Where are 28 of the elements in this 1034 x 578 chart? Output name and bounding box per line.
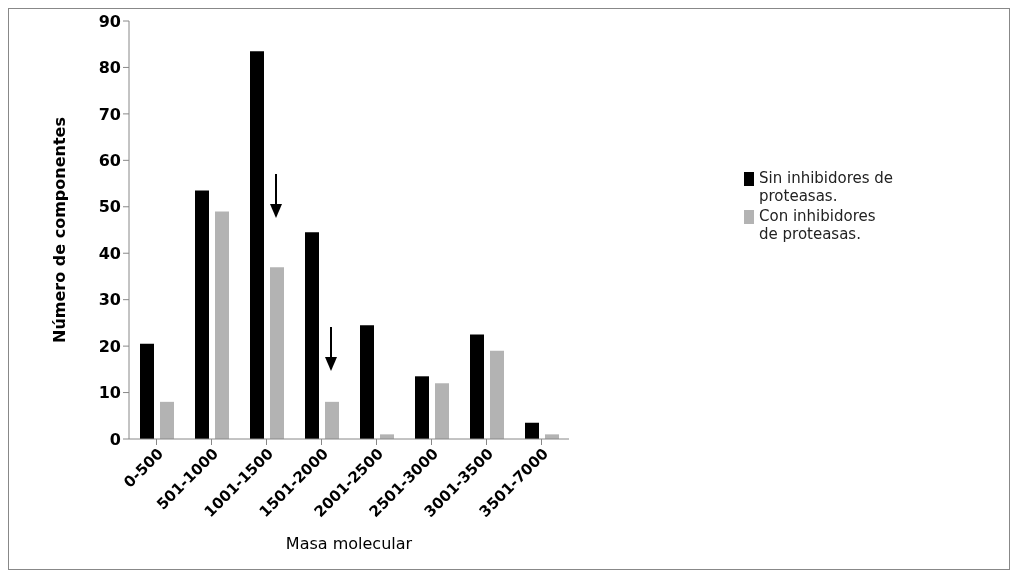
bar [270,267,284,439]
bar [525,422,539,439]
bar [195,190,209,439]
bar [325,401,339,439]
y-tick-label: 0 [109,429,121,449]
y-tick-label: 10 [98,383,121,403]
bar [160,401,174,439]
bar [470,334,484,439]
bar [415,376,429,439]
y-tick-label: 80 [98,58,121,78]
y-tick-label: 60 [98,151,121,171]
bar [360,325,374,439]
y-tick-label: 50 [98,197,121,217]
bar [490,350,504,439]
bar [305,232,319,439]
bar [250,51,264,439]
y-tick-label: 40 [98,243,121,263]
y-tick-label: 90 [98,11,121,31]
y-axis-title: Número de componentes [49,117,69,343]
x-axis-title: Masa molecular [285,534,413,553]
bar [215,211,229,439]
y-tick-label: 70 [98,104,121,124]
y-tick-label: 30 [98,290,121,310]
y-tick-label: 20 [98,336,121,356]
bar [435,383,449,439]
bar [140,343,154,439]
legend-label: Sin inhibidores de proteasas. [759,169,894,205]
legend-label: Con inhibidores de proteasas. [759,207,877,243]
